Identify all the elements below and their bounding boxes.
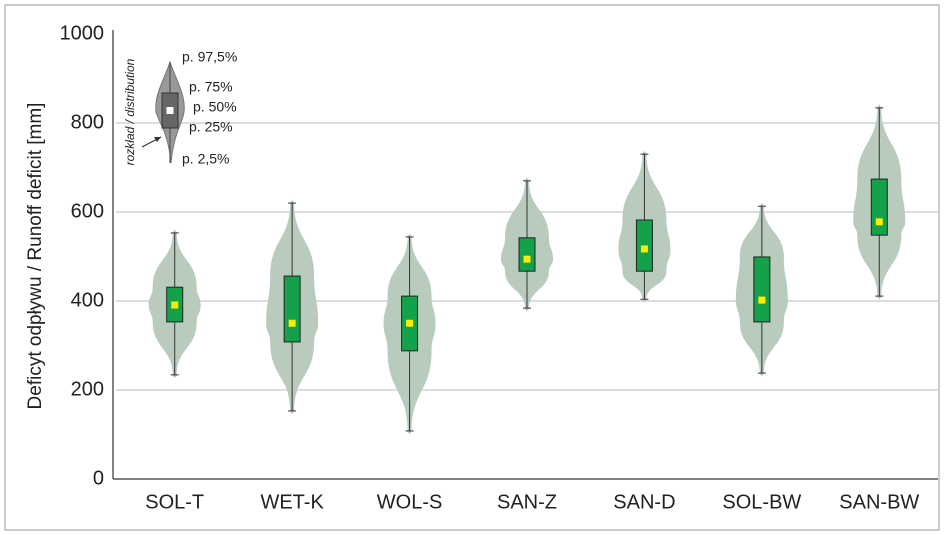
median: [171, 301, 179, 309]
x-tick-label: SAN-BW: [839, 491, 919, 513]
legend-label: p. 50%: [193, 99, 237, 115]
legend-label: p. 75%: [189, 79, 233, 95]
median: [288, 319, 296, 327]
y-tick-label: 600: [71, 200, 104, 222]
x-tick-label: SOL-BW: [722, 491, 801, 513]
frame: [4, 4, 940, 531]
box: [870, 178, 888, 236]
y-tick-label: 200: [71, 378, 104, 400]
x-tick-label: WOL-S: [377, 491, 443, 513]
median: [523, 255, 531, 263]
y-tick-label: 400: [71, 289, 104, 311]
median: [640, 245, 648, 253]
box: [518, 237, 536, 272]
median: [758, 296, 766, 304]
legend: rozkład / distribution p. 97,5% p. 75% p…: [123, 49, 237, 167]
legend-arrowhead: [154, 137, 161, 142]
median: [406, 319, 414, 327]
legend-label: p. 97,5%: [182, 49, 237, 65]
x-tick-label: SAN-D: [613, 491, 675, 513]
x-tick-label: SOL-T: [145, 491, 204, 513]
y-tick-label: 800: [71, 111, 104, 133]
plot: [148, 103, 906, 435]
x-tick-label: WET-K: [260, 491, 324, 513]
legend-title: rozkład / distribution: [123, 58, 137, 165]
box: [753, 256, 771, 323]
legend-median: [166, 107, 174, 114]
y-tick-label: 1000: [60, 22, 105, 44]
box: [283, 275, 301, 343]
legend-label: p. 25%: [189, 119, 233, 135]
y-tick-label: 0: [93, 467, 104, 489]
x-tick-label: SAN-Z: [497, 491, 557, 513]
y-axis-title: Deficyt odpływu / Runoff deficit [mm]: [25, 103, 46, 410]
median: [875, 218, 883, 226]
legend-label: p. 2,5%: [182, 151, 229, 167]
